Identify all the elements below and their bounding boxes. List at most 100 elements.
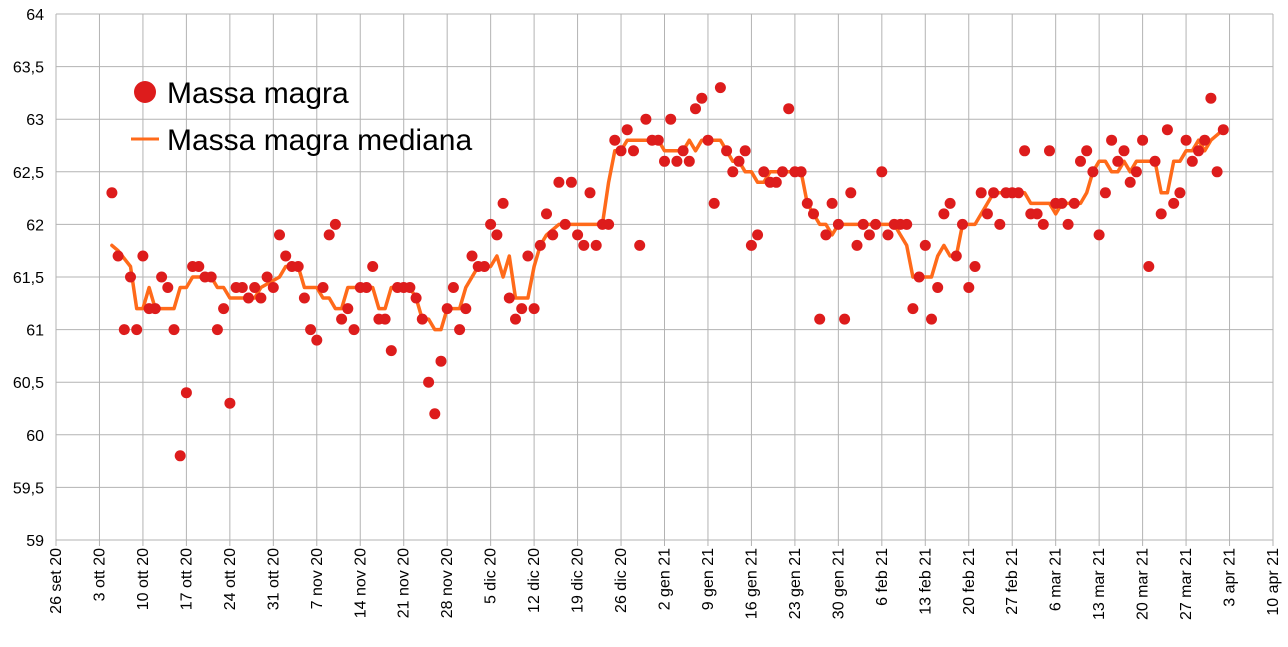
y-tick-label: 59,5: [13, 480, 44, 497]
data-point: [491, 229, 503, 241]
data-point: [863, 229, 875, 241]
data-point: [180, 387, 192, 399]
data-point: [267, 282, 279, 293]
x-tick-label: 13 feb 21: [917, 548, 934, 615]
x-tick-label: 13 mar 21: [1091, 548, 1108, 620]
x-tick-label: 2 gen 21: [657, 548, 674, 610]
data-point: [932, 282, 944, 293]
data-point: [1193, 145, 1204, 157]
x-tick-label: 3 apr 21: [1222, 548, 1239, 607]
y-tick-label: 63,5: [13, 60, 44, 77]
data-point: [336, 313, 348, 325]
data-point: [404, 282, 416, 293]
data-point: [1062, 218, 1074, 230]
data-point: [950, 250, 962, 262]
legend-label-scatter: Massa magra: [167, 77, 349, 110]
data-point: [1205, 92, 1217, 104]
data-point: [149, 303, 161, 315]
data-point: [609, 134, 621, 146]
scatter-series: [106, 82, 1229, 462]
data-point: [174, 450, 186, 462]
data-point: [1161, 124, 1173, 136]
data-point: [801, 197, 813, 209]
data-point: [385, 345, 397, 357]
y-tick-label: 61,5: [13, 270, 44, 287]
data-point: [628, 145, 639, 157]
x-tick-label: 20 feb 21: [961, 548, 978, 615]
data-point: [1112, 155, 1124, 167]
x-tick-label: 30 gen 21: [830, 548, 847, 619]
data-point: [218, 303, 230, 315]
data-point: [590, 239, 602, 251]
legend-label-line: Massa magra mediana: [167, 124, 472, 157]
data-point: [708, 197, 720, 209]
data-point: [702, 134, 714, 146]
data-point: [317, 282, 329, 293]
data-point: [1186, 155, 1198, 167]
data-point: [615, 145, 627, 157]
data-point: [919, 239, 931, 251]
data-point: [1217, 124, 1229, 136]
data-point: [193, 261, 205, 272]
data-point: [1155, 208, 1167, 220]
data-point: [510, 313, 521, 325]
data-point: [125, 271, 136, 283]
x-tick-label: 24 ott 20: [222, 548, 239, 610]
data-point: [857, 218, 869, 230]
data-point: [485, 218, 497, 230]
data-point: [565, 176, 577, 188]
data-point: [572, 229, 584, 241]
data-point: [770, 176, 782, 188]
x-tick-label: 16 gen 21: [743, 548, 760, 619]
data-point: [882, 229, 894, 241]
x-tick-label: 20 mar 21: [1135, 548, 1152, 620]
y-tick-label: 64: [26, 7, 44, 24]
grid: [55, 13, 1274, 546]
data-point: [1037, 218, 1049, 230]
data-point: [1093, 229, 1105, 241]
data-point: [901, 218, 913, 230]
data-point: [478, 261, 490, 272]
data-point: [112, 250, 124, 262]
x-tick-label: 23 gen 21: [787, 548, 804, 619]
data-point: [311, 334, 323, 346]
data-point: [745, 239, 757, 251]
data-point: [665, 113, 677, 125]
data-point: [714, 82, 726, 94]
x-tick-label: 28 nov 20: [439, 548, 456, 618]
data-point: [783, 103, 795, 115]
data-point: [944, 197, 956, 209]
y-tick-label: 62: [26, 217, 44, 234]
x-tick-label: 26 set 20: [48, 548, 65, 614]
data-point: [168, 324, 180, 336]
data-point: [224, 397, 236, 409]
data-point: [913, 271, 925, 283]
data-point: [1068, 197, 1080, 209]
data-point: [516, 303, 528, 315]
x-tick-label: 27 mar 21: [1178, 548, 1195, 620]
x-tick-label: 7 nov 20: [309, 548, 326, 609]
data-point: [659, 155, 670, 167]
y-tick-label: 61: [26, 323, 44, 340]
data-point: [379, 313, 391, 325]
data-point: [988, 187, 1000, 199]
data-point: [236, 282, 248, 293]
legend-marker-dot: [134, 81, 156, 103]
median-line: [110, 127, 1226, 332]
data-point: [1130, 166, 1142, 178]
data-point: [1149, 155, 1161, 167]
data-point: [1143, 261, 1155, 272]
x-tick-label: 12 dic 20: [526, 548, 543, 613]
x-tick-label: 3 ott 20: [91, 548, 108, 601]
data-point: [814, 313, 826, 325]
x-tick-label: 6 feb 21: [874, 548, 891, 606]
data-point: [1056, 197, 1068, 209]
data-point: [845, 187, 857, 199]
data-point: [211, 324, 223, 336]
y-tick-label: 62,5: [13, 165, 44, 182]
data-point: [876, 166, 888, 178]
data-point: [329, 218, 341, 230]
x-tick-label: 5 dic 20: [483, 548, 500, 604]
